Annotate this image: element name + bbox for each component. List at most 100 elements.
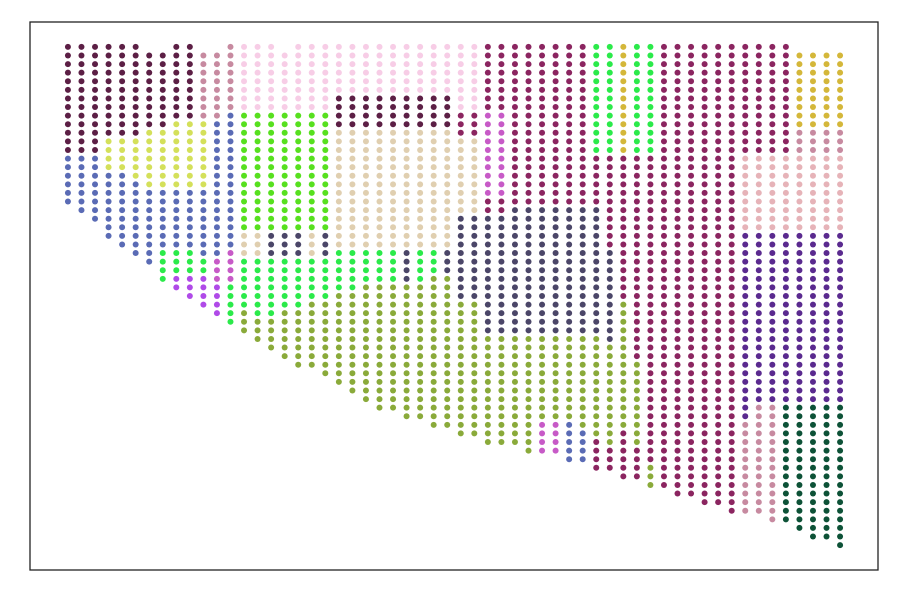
spot (457, 52, 464, 59)
spot (728, 258, 735, 265)
spot (484, 387, 491, 394)
spot (471, 61, 478, 68)
spot (579, 198, 586, 205)
spot (755, 112, 762, 119)
spot (715, 189, 722, 196)
spot (119, 104, 126, 111)
spot (593, 396, 600, 403)
spot (674, 370, 681, 377)
spot (484, 138, 491, 145)
spot (715, 86, 722, 93)
spot (498, 181, 505, 188)
spot (484, 258, 491, 265)
spot (552, 112, 559, 119)
spot (755, 172, 762, 179)
spot (606, 129, 613, 136)
spot (200, 241, 207, 248)
spot (823, 413, 830, 420)
spot (647, 232, 654, 239)
spot (688, 473, 695, 480)
spot (254, 258, 261, 265)
spot (200, 301, 207, 308)
spot (213, 189, 220, 196)
spot (701, 181, 708, 188)
spot (200, 129, 207, 136)
spot (322, 224, 329, 231)
spot (105, 129, 112, 136)
spot (688, 284, 695, 291)
spot (322, 172, 329, 179)
spot (119, 215, 126, 222)
spot (715, 499, 722, 506)
spot (159, 198, 166, 205)
spot (335, 155, 342, 162)
spot (471, 413, 478, 420)
spot (349, 301, 356, 308)
spot (417, 43, 424, 50)
spot (159, 78, 166, 85)
spot (376, 43, 383, 50)
spot (552, 43, 559, 50)
spot (525, 301, 532, 308)
spot (566, 327, 573, 334)
spot (227, 129, 234, 136)
spot (335, 267, 342, 274)
spot (471, 335, 478, 342)
spot (755, 421, 762, 428)
spot (701, 473, 708, 480)
spot (362, 310, 369, 317)
spot (511, 155, 518, 162)
spot (525, 112, 532, 119)
spot (823, 301, 830, 308)
spot (539, 86, 546, 93)
spot (430, 86, 437, 93)
spot (647, 387, 654, 394)
spot (362, 95, 369, 102)
spot (715, 198, 722, 205)
spot (119, 189, 126, 196)
spot (755, 284, 762, 291)
spot (78, 86, 85, 93)
spot (782, 69, 789, 76)
spot (525, 310, 532, 317)
spot (444, 112, 451, 119)
spot (688, 481, 695, 488)
spot (241, 275, 248, 282)
spot (837, 95, 844, 102)
spot (308, 327, 315, 334)
spot (241, 284, 248, 291)
spot (823, 189, 830, 196)
spot (281, 267, 288, 274)
spot (484, 86, 491, 93)
spot (525, 52, 532, 59)
spot (484, 112, 491, 119)
spot (755, 490, 762, 497)
spot (241, 86, 248, 93)
spot (322, 198, 329, 205)
spot (498, 86, 505, 93)
spot (715, 155, 722, 162)
spot (173, 267, 180, 274)
spot (620, 52, 627, 59)
spot (742, 146, 749, 153)
spot (579, 456, 586, 463)
spot (674, 335, 681, 342)
spot (688, 439, 695, 446)
spot (403, 172, 410, 179)
spot (742, 447, 749, 454)
spot (511, 284, 518, 291)
spot (132, 232, 139, 239)
spot (566, 164, 573, 171)
spot (132, 95, 139, 102)
spot (566, 404, 573, 411)
spot (660, 456, 667, 463)
spot (579, 215, 586, 222)
spot (823, 69, 830, 76)
spot (417, 52, 424, 59)
spot (457, 370, 464, 377)
spot (566, 78, 573, 85)
spot (64, 69, 71, 76)
spot (376, 61, 383, 68)
spot (620, 301, 627, 308)
spot (728, 439, 735, 446)
